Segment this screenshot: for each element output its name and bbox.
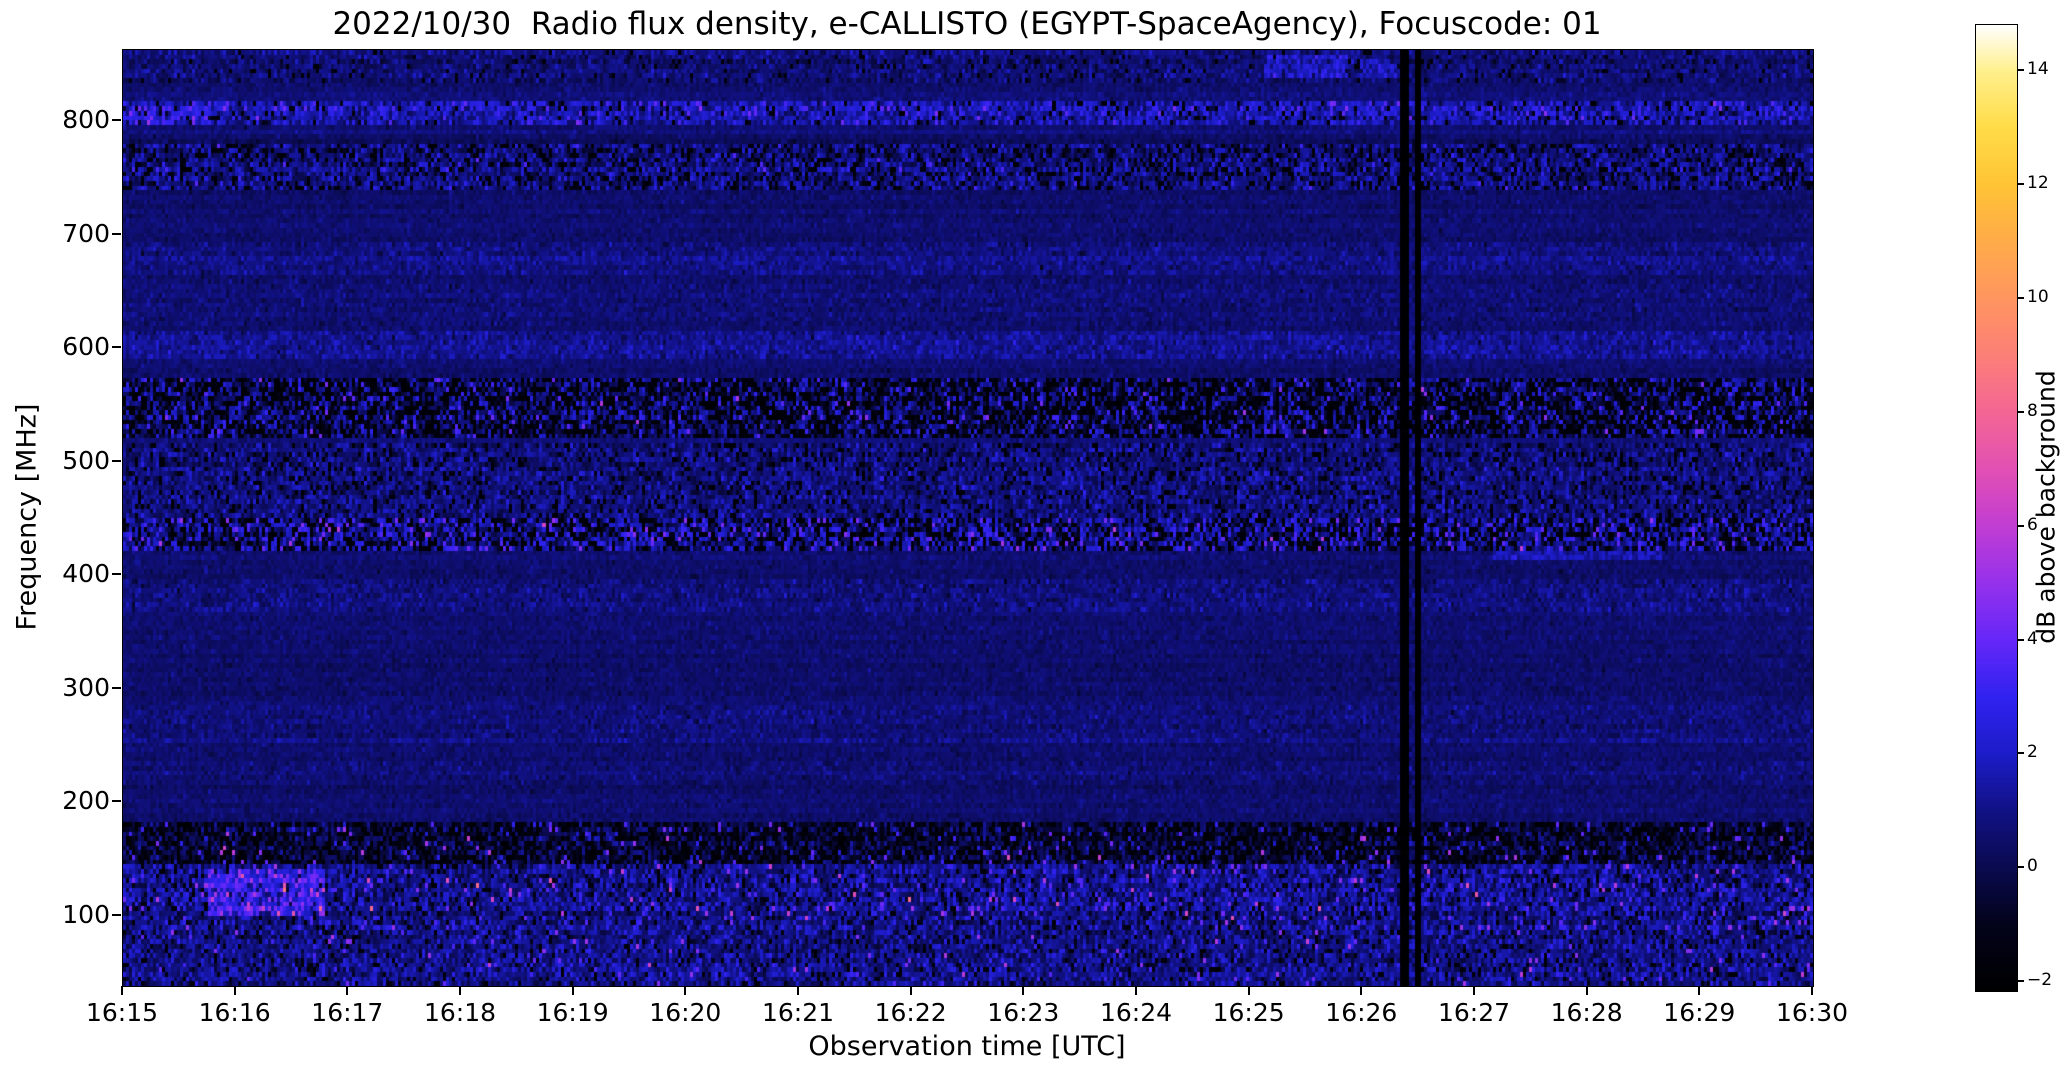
- y-tick-mark: [112, 346, 121, 349]
- x-tick-mark: [346, 986, 349, 995]
- y-tick-mark: [112, 459, 121, 462]
- x-tick-label: 16:20: [649, 998, 722, 1027]
- x-axis-label: Observation time [UTC]: [808, 1031, 1126, 1062]
- y-tick-label: 700: [62, 218, 110, 248]
- chart-title: 2022/10/30 Radio flux density, e-CALLIST…: [332, 6, 1602, 42]
- colorbar-tick-label: 6: [2027, 514, 2038, 535]
- x-tick-mark: [1811, 986, 1813, 995]
- colorbar-tick-label: 14: [2027, 58, 2049, 79]
- colorbar-tick-label: 2: [2027, 742, 2038, 763]
- y-tick-mark: [112, 686, 121, 689]
- x-tick-mark: [121, 986, 123, 995]
- x-tick-mark: [1022, 986, 1025, 995]
- y-tick-label: 800: [62, 105, 110, 135]
- spectrogram-plot: [122, 49, 1814, 987]
- colorbar-tick-mark: [2017, 866, 2024, 869]
- colorbar-tick-mark: [2017, 68, 2024, 71]
- x-tick-mark: [1360, 986, 1363, 995]
- x-tick-mark: [1247, 986, 1250, 995]
- x-tick-label: 16:17: [311, 998, 384, 1027]
- x-tick-mark: [797, 986, 799, 995]
- colorbar-gradient-canvas: [1976, 25, 2017, 991]
- colorbar-tick-label: 0: [2027, 856, 2038, 877]
- colorbar-tick-label: 10: [2027, 286, 2049, 307]
- y-tick-mark: [112, 913, 121, 916]
- x-tick-label: 16:16: [198, 998, 271, 1027]
- x-tick-mark: [233, 986, 236, 995]
- y-tick-mark: [112, 119, 121, 122]
- x-tick-mark: [1473, 986, 1475, 995]
- colorbar-tick-mark: [2017, 524, 2024, 527]
- x-tick-mark: [684, 986, 687, 995]
- colorbar-tick-mark: [2017, 752, 2024, 755]
- colorbar-tick-label: −2: [2027, 970, 2053, 991]
- x-tick-label: 16:19: [536, 998, 609, 1027]
- colorbar-tick-label: 4: [2027, 628, 2038, 649]
- x-tick-label: 16:18: [423, 998, 497, 1027]
- colorbar-tick-label: 8: [2027, 400, 2038, 421]
- y-tick-label: 300: [62, 672, 110, 702]
- y-tick-label: 400: [62, 559, 110, 589]
- x-tick-mark: [909, 986, 912, 995]
- colorbar: [1975, 24, 2018, 992]
- x-tick-label: 16:27: [1437, 998, 1511, 1027]
- spectrogram-canvas: [123, 50, 1813, 986]
- x-tick-label: 16:28: [1550, 998, 1623, 1027]
- x-tick-label: 16:22: [874, 998, 947, 1027]
- x-tick-label: 16:15: [85, 998, 159, 1027]
- x-tick-mark: [571, 986, 574, 995]
- x-tick-label: 16:26: [1325, 998, 1398, 1027]
- colorbar-tick-mark: [2017, 410, 2024, 413]
- x-tick-label: 16:23: [987, 998, 1060, 1027]
- y-tick-label: 600: [62, 332, 110, 362]
- x-tick-label: 16:29: [1663, 998, 1736, 1027]
- y-tick-label: 100: [62, 899, 110, 929]
- y-axis-label: Frequency [MHz]: [11, 403, 43, 631]
- colorbar-tick-label: 12: [2027, 172, 2049, 193]
- x-tick-label: 16:30: [1775, 998, 1849, 1027]
- colorbar-tick-mark: [2017, 980, 2024, 983]
- y-tick-mark: [112, 232, 121, 235]
- x-tick-mark: [1135, 986, 1137, 995]
- x-tick-mark: [459, 986, 461, 995]
- x-tick-mark: [1585, 986, 1588, 995]
- x-tick-mark: [1698, 986, 1701, 995]
- y-tick-mark: [112, 800, 121, 803]
- colorbar-tick-mark: [2017, 182, 2024, 185]
- colorbar-tick-mark: [2017, 638, 2024, 641]
- x-tick-label: 16:25: [1212, 998, 1285, 1027]
- y-tick-mark: [112, 573, 121, 576]
- x-tick-label: 16:21: [761, 998, 835, 1027]
- y-tick-label: 200: [62, 786, 110, 816]
- y-tick-label: 500: [62, 445, 110, 475]
- x-tick-label: 16:24: [1099, 998, 1173, 1027]
- colorbar-tick-mark: [2017, 296, 2024, 299]
